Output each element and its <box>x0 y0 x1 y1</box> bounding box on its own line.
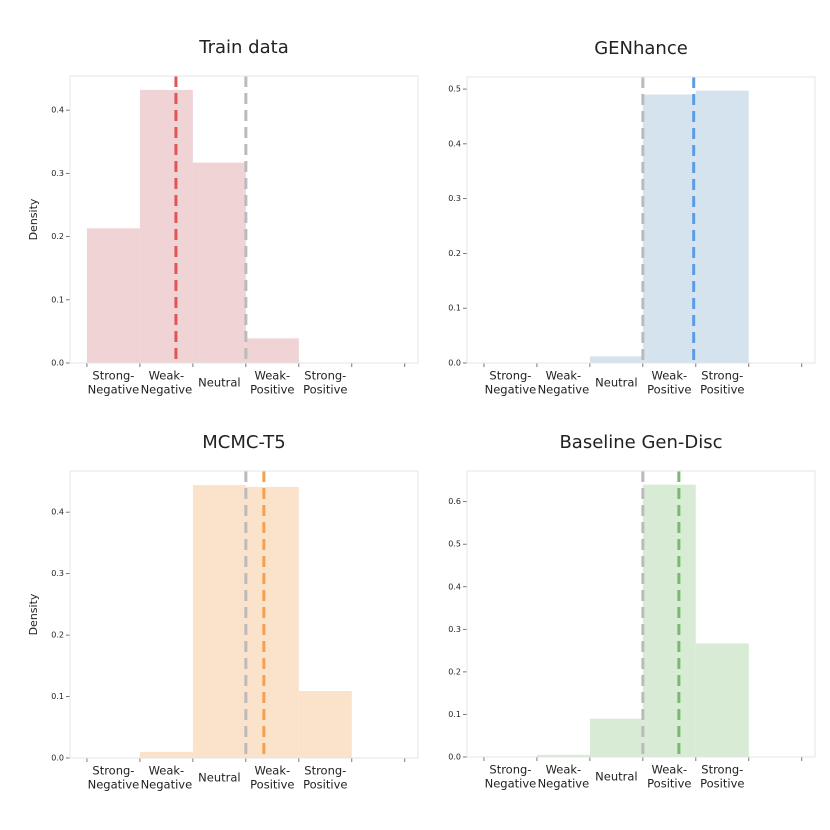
x-tick-label: Negative <box>485 777 537 791</box>
y-tick-label: 0.4 <box>51 508 64 517</box>
bar <box>139 89 193 364</box>
y-tick-label: 0.1 <box>448 710 461 719</box>
y-tick-label: 0.6 <box>448 497 461 506</box>
bar <box>192 485 246 758</box>
bar <box>589 718 643 757</box>
y-tick-label: 0.4 <box>448 582 461 591</box>
x-tick-label: Weak- <box>652 369 688 383</box>
x-tick-label: Positive <box>303 383 347 397</box>
y-tick-label: 0.5 <box>448 85 461 94</box>
y-tick-label: 0.4 <box>448 139 461 148</box>
x-tick-label: Strong- <box>304 369 346 383</box>
x-tick-label: Weak- <box>255 764 291 778</box>
axes-frame <box>69 470 419 759</box>
y-tick-label: 0.4 <box>51 106 64 115</box>
subplot-title: GENhance <box>594 38 688 59</box>
bar <box>642 484 696 757</box>
subplot-title: Train data <box>198 37 288 58</box>
bar <box>298 691 352 758</box>
x-tick-label: Strong- <box>92 369 134 383</box>
bar <box>192 162 246 363</box>
bar <box>139 751 193 758</box>
bar <box>695 643 749 757</box>
x-tick-label: Weak- <box>149 369 185 383</box>
axes-frame <box>466 76 816 364</box>
y-tick-label: 0.2 <box>51 232 64 241</box>
x-tick-label: Strong- <box>304 764 346 778</box>
x-tick-label: Strong- <box>701 763 743 777</box>
x-tick-label: Weak- <box>652 763 688 777</box>
x-tick-label: Negative <box>141 778 193 792</box>
x-tick-label: Weak- <box>546 763 582 777</box>
bar <box>536 754 590 757</box>
y-tick-label: 0.2 <box>448 249 461 258</box>
y-tick-label: 0.3 <box>51 569 64 578</box>
x-tick-label: Strong- <box>701 369 743 383</box>
bar <box>245 338 299 363</box>
x-tick-label: Strong- <box>92 764 134 778</box>
x-tick-label: Weak- <box>149 764 185 778</box>
x-tick-label: Negative <box>485 383 537 397</box>
y-tick-label: 0.0 <box>448 753 461 762</box>
x-tick-label: Negative <box>538 383 590 397</box>
x-tick-label: Strong- <box>489 763 531 777</box>
y-tick-label: 0.5 <box>448 540 461 549</box>
axes-frame <box>69 75 419 364</box>
x-tick-label: Positive <box>303 778 347 792</box>
x-tick-label: Positive <box>250 778 294 792</box>
x-tick-label: Positive <box>647 383 691 397</box>
y-axis-label: Density <box>27 593 40 635</box>
y-tick-label: 0.1 <box>448 304 461 313</box>
x-tick-label: Neutral <box>198 771 240 785</box>
x-tick-label: Neutral <box>595 376 637 390</box>
bar <box>642 94 696 364</box>
y-tick-label: 0.1 <box>51 692 64 701</box>
bar <box>245 486 299 758</box>
y-axis-label: Density <box>27 198 40 240</box>
x-tick-label: Neutral <box>198 376 240 390</box>
y-tick-label: 0.2 <box>448 667 461 676</box>
x-tick-label: Negative <box>88 383 140 397</box>
y-tick-label: 0.0 <box>51 359 64 368</box>
x-tick-label: Positive <box>700 777 744 791</box>
axes-frame <box>466 470 816 758</box>
y-tick-label: 0.0 <box>448 359 461 368</box>
x-tick-label: Positive <box>700 383 744 397</box>
x-tick-label: Weak- <box>546 369 582 383</box>
x-tick-label: Negative <box>88 778 140 792</box>
x-tick-label: Weak- <box>255 369 291 383</box>
x-tick-label: Positive <box>250 383 294 397</box>
y-tick-label: 0.3 <box>448 194 461 203</box>
subplot-title: MCMC-T5 <box>202 432 286 453</box>
bar <box>86 228 140 363</box>
y-tick-label: 0.2 <box>51 631 64 640</box>
y-tick-label: 0.3 <box>448 625 461 634</box>
y-tick-label: 0.3 <box>51 169 64 178</box>
bar <box>589 356 643 363</box>
y-tick-label: 0.0 <box>51 754 64 763</box>
x-tick-label: Positive <box>647 777 691 791</box>
subplot-title: Baseline Gen-Disc <box>559 432 722 453</box>
x-tick-label: Strong- <box>489 369 531 383</box>
x-tick-label: Negative <box>538 777 590 791</box>
x-tick-label: Negative <box>141 383 193 397</box>
bar <box>695 90 749 363</box>
y-tick-label: 0.1 <box>51 295 64 304</box>
x-tick-label: Neutral <box>595 770 637 784</box>
